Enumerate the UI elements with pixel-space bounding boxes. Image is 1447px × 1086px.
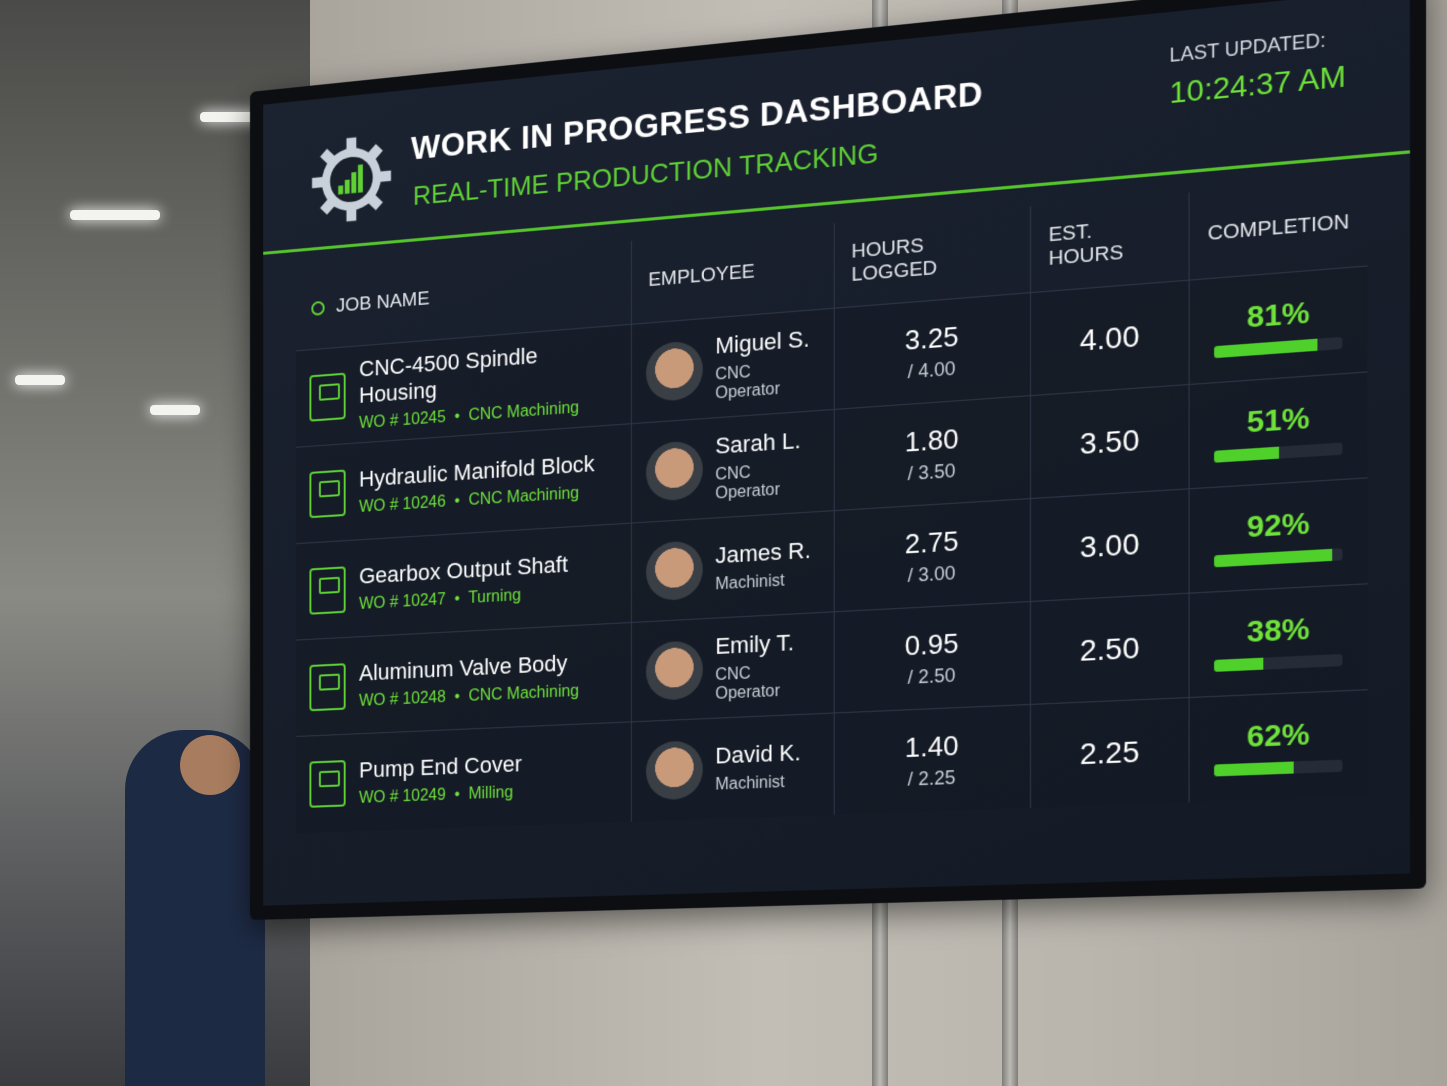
progress-fill: [1214, 548, 1333, 568]
employee-role: CNC Operator: [715, 664, 781, 703]
completion-percent: 92%: [1246, 506, 1310, 544]
job-cell: Pump End Cover WO # 10249 • Milling: [296, 721, 632, 833]
employee-role: Machinist: [715, 773, 785, 794]
ceiling-light: [70, 210, 160, 220]
est-hours: 2.50: [1030, 593, 1190, 705]
ceiling-light: [15, 375, 65, 385]
dashboard-screen: WORK IN PROGRESS DASHBOARD REAL-TIME PRO…: [263, 0, 1410, 906]
progress-bar: [1214, 653, 1343, 672]
tv-bezel: WORK IN PROGRESS DASHBOARD REAL-TIME PRO…: [250, 0, 1427, 920]
hours-logged: 2.75: [904, 524, 959, 560]
process: Turning: [468, 586, 521, 607]
completion-cell: 81%: [1189, 265, 1368, 385]
worker-head: [180, 735, 240, 795]
hours-logged-cell: 2.75 / 3.00: [834, 498, 1031, 612]
process: CNC Machining: [468, 398, 580, 424]
job-name: Gearbox Output Shaft: [359, 550, 568, 589]
part-icon: [309, 565, 346, 615]
hours-logged-cell: 3.25 / 4.00: [834, 292, 1031, 410]
work-order: WO # 10245: [359, 408, 446, 432]
hours-of-estimate: / 2.25: [907, 766, 956, 790]
est-hours: 4.00: [1030, 280, 1190, 396]
column-header-hours-logged: HOURS LOGGED: [834, 206, 1031, 309]
employee-cell: Miguel S. CNC Operator: [631, 308, 835, 424]
hours-logged-cell: 1.40 / 2.25: [834, 704, 1031, 815]
hours-logged: 1.40: [904, 729, 959, 764]
employee-role: Machinist: [715, 571, 785, 594]
process: CNC Machining: [468, 484, 580, 509]
process: Milling: [468, 783, 514, 803]
completion-percent: 62%: [1246, 717, 1310, 754]
work-order: WO # 10249: [359, 786, 446, 807]
employee-name: Miguel S.: [715, 324, 810, 359]
completion-cell: 92%: [1189, 477, 1368, 594]
dashboard-header: WORK IN PROGRESS DASHBOARD REAL-TIME PRO…: [263, 0, 1410, 255]
progress-bar: [1214, 336, 1343, 359]
job-cell: Aluminum Valve Body WO # 10248 • CNC Mac…: [296, 622, 632, 737]
last-updated: LAST UPDATED: 10:24:37 AM: [1169, 27, 1345, 111]
column-header-employee: EMPLOYEE: [631, 223, 835, 325]
process: CNC Machining: [468, 681, 580, 705]
avatar: [646, 639, 703, 701]
hours-logged-cell: 1.80 / 3.50: [834, 395, 1031, 511]
work-order: WO # 10248: [359, 688, 446, 710]
hours-logged: 1.80: [904, 422, 959, 458]
progress-bar: [1214, 759, 1343, 777]
part-icon: [309, 468, 346, 518]
employee-role: CNC Operator: [715, 362, 781, 403]
completion-cell: 62%: [1189, 689, 1368, 802]
employee-cell: Sarah L. CNC Operator: [631, 409, 835, 524]
progress-fill: [1214, 761, 1294, 777]
part-icon: [309, 759, 346, 808]
hours-logged-cell: 0.95 / 2.50: [834, 601, 1031, 714]
est-hours: 3.50: [1030, 384, 1190, 499]
progress-bar: [1214, 442, 1343, 463]
job-name: Pump End Cover: [359, 750, 522, 783]
last-updated-time: 10:24:37 AM: [1169, 58, 1346, 110]
employee-cell: Emily T. CNC Operator: [631, 611, 835, 722]
est-hours: 2.25: [1030, 697, 1190, 808]
completion-cell: 38%: [1189, 583, 1368, 698]
progress-bar: [1214, 548, 1343, 568]
column-header-est-hours: EST. HOURS: [1030, 192, 1190, 293]
job-name: Aluminum Valve Body: [359, 649, 568, 686]
employee-name: Sarah L.: [715, 426, 801, 459]
avatar: [646, 339, 703, 402]
ceiling-light: [150, 405, 200, 415]
wip-table: JOB NAME EMPLOYEE HOURS LOGGED EST. HOUR…: [296, 177, 1368, 833]
column-label: JOB NAME: [336, 287, 430, 317]
est-hours: 3.00: [1030, 488, 1190, 602]
hours-of-estimate: / 3.00: [907, 561, 956, 586]
gear-chart-icon: [312, 137, 391, 222]
hours-logged: 0.95: [904, 626, 959, 662]
job-meta: WO # 10247 • Turning: [359, 586, 521, 613]
completion-percent: 51%: [1246, 400, 1310, 439]
progress-fill: [1214, 657, 1263, 672]
avatar: [646, 739, 703, 801]
work-order: WO # 10246: [359, 492, 446, 516]
employee-role: CNC Operator: [715, 463, 781, 503]
column-header-completion: COMPLETION: [1207, 210, 1350, 246]
employee-cell: James R. Machinist: [631, 510, 835, 623]
part-icon: [309, 662, 346, 711]
employee-cell: David K. Machinist: [631, 713, 835, 822]
job-meta: WO # 10249 • Milling: [359, 783, 514, 807]
progress-fill: [1214, 446, 1280, 463]
employee-name: Emily T.: [715, 628, 794, 659]
completion-percent: 38%: [1246, 611, 1310, 649]
work-order: WO # 10247: [359, 590, 446, 613]
avatar: [646, 539, 703, 601]
completion-percent: 81%: [1246, 295, 1310, 335]
job-cell: Gearbox Output Shaft WO # 10247 • Turnin…: [296, 523, 632, 641]
avatar: [646, 439, 703, 502]
employee-name: James R.: [715, 536, 811, 568]
completion-cell: 51%: [1189, 371, 1368, 489]
progress-fill: [1214, 338, 1318, 359]
hours-of-estimate: / 2.50: [907, 664, 956, 688]
tv-display: WORK IN PROGRESS DASHBOARD REAL-TIME PRO…: [250, 0, 1427, 920]
part-icon: [309, 372, 346, 422]
job-meta: WO # 10248 • CNC Machining: [359, 681, 580, 710]
refresh-icon: [311, 300, 325, 316]
employee-name: David K.: [715, 738, 801, 769]
